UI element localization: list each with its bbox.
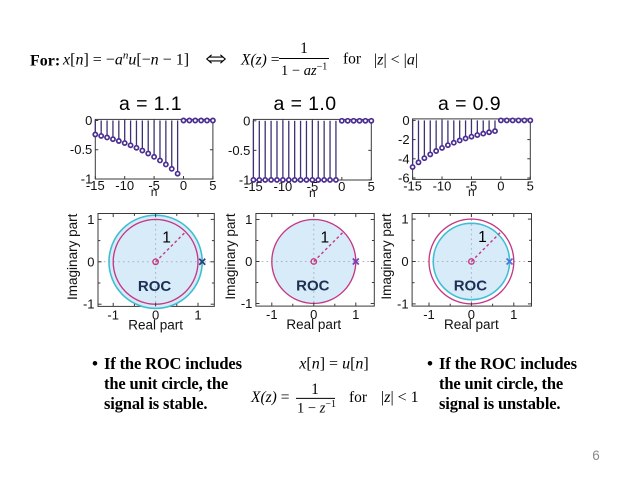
svg-text:0: 0	[245, 254, 252, 269]
svg-text:-0.5: -0.5	[70, 142, 92, 157]
svg-text:-4: -4	[398, 151, 410, 166]
svg-text:0: 0	[468, 307, 475, 322]
svg-text:-5: -5	[307, 179, 319, 194]
svg-text:0: 0	[401, 254, 408, 269]
svg-text:-1: -1	[107, 307, 119, 322]
svg-text:-5: -5	[148, 178, 160, 193]
svg-text:5: 5	[527, 178, 534, 193]
svg-text:X(z) =: X(z) =	[240, 52, 279, 69]
svg-text:1: 1	[162, 229, 171, 246]
svg-text:a = 1.0: a = 1.0	[274, 93, 337, 115]
svg-text:X(z) =: X(z) =	[250, 389, 289, 406]
svg-text:-0.5: -0.5	[228, 143, 250, 158]
svg-text:1: 1	[311, 381, 319, 398]
svg-text:0: 0	[338, 179, 345, 194]
svg-text:-10: -10	[274, 179, 293, 194]
svg-text:0: 0	[85, 113, 92, 128]
svg-text:1 − az−1: 1 − az−1	[281, 62, 327, 80]
svg-text:a = 1.1: a = 1.1	[119, 93, 182, 115]
svg-text:Imaginary part: Imaginary part	[223, 213, 238, 300]
svg-text:-1: -1	[83, 297, 95, 312]
svg-text:-10: -10	[433, 178, 452, 193]
svg-text:-10: -10	[115, 178, 134, 193]
svg-text:1: 1	[300, 40, 308, 57]
svg-text:for: for	[343, 51, 362, 68]
svg-text:0: 0	[180, 178, 187, 193]
svg-text:a = 0.9: a = 0.9	[438, 93, 501, 115]
svg-text:-1: -1	[81, 172, 93, 187]
svg-text:-1: -1	[241, 296, 253, 311]
svg-text:-2: -2	[398, 132, 410, 147]
svg-text:Imaginary part: Imaginary part	[65, 213, 80, 300]
svg-text:0: 0	[152, 307, 159, 322]
svg-text:-1: -1	[266, 307, 278, 322]
svg-text:ROC: ROC	[138, 278, 172, 295]
svg-text:1: 1	[245, 212, 252, 227]
svg-text:0: 0	[243, 113, 250, 128]
svg-text:1: 1	[320, 229, 329, 246]
svg-text:1: 1	[510, 307, 517, 322]
svg-text:1: 1	[401, 212, 408, 227]
svg-text:0: 0	[497, 178, 504, 193]
svg-text:If the ROC includes: If the ROC includes	[439, 354, 578, 373]
svg-text:n: n	[309, 186, 316, 200]
svg-text:•: •	[92, 354, 98, 373]
svg-text:•: •	[427, 354, 433, 373]
svg-text:0: 0	[87, 254, 94, 269]
svg-text:-6: -6	[398, 171, 410, 186]
svg-text:x[n] = u[n]: x[n] = u[n]	[298, 356, 368, 373]
svg-text:|z| < |a|: |z| < |a|	[374, 52, 418, 69]
svg-text:-1: -1	[239, 172, 251, 187]
svg-text:1: 1	[87, 212, 94, 227]
svg-text:-15: -15	[86, 178, 105, 193]
svg-text:Imaginary part: Imaginary part	[379, 213, 394, 300]
svg-text:Real part: Real part	[286, 317, 341, 332]
svg-text:the unit circle, the: the unit circle, the	[439, 374, 563, 393]
svg-text:-15: -15	[403, 178, 422, 193]
svg-text:-1: -1	[397, 296, 409, 311]
svg-text:|z| < 1: |z| < 1	[381, 389, 419, 406]
svg-text:ROC: ROC	[296, 278, 330, 295]
svg-text:ROC: ROC	[454, 278, 488, 295]
svg-text:If the ROC includes: If the ROC includes	[104, 354, 243, 373]
svg-text:1: 1	[478, 229, 487, 246]
svg-text:the unit circle, the: the unit circle, the	[104, 374, 228, 393]
svg-text:-1: -1	[423, 307, 435, 322]
svg-text:signal is unstable.: signal is unstable.	[439, 394, 560, 413]
svg-text:For:: For:	[30, 53, 60, 70]
svg-text:-15: -15	[244, 179, 263, 194]
svg-text:n: n	[468, 185, 475, 199]
svg-text:5: 5	[368, 179, 375, 194]
svg-text:signal is stable.: signal is stable.	[104, 394, 207, 413]
svg-text:-5: -5	[466, 178, 478, 193]
svg-text:5: 5	[209, 178, 216, 193]
svg-text:1: 1	[352, 307, 359, 322]
svg-text:for: for	[349, 389, 368, 406]
svg-text:n: n	[151, 185, 158, 199]
svg-text:6: 6	[592, 448, 600, 463]
svg-text:Real part: Real part	[128, 317, 183, 332]
svg-text:0: 0	[402, 113, 409, 128]
svg-text:1: 1	[194, 307, 201, 322]
svg-text:0: 0	[310, 307, 317, 322]
svg-text:Real part: Real part	[444, 317, 499, 332]
svg-text:x[n] = −anu[−n − 1]: x[n] = −anu[−n − 1]	[62, 50, 189, 69]
